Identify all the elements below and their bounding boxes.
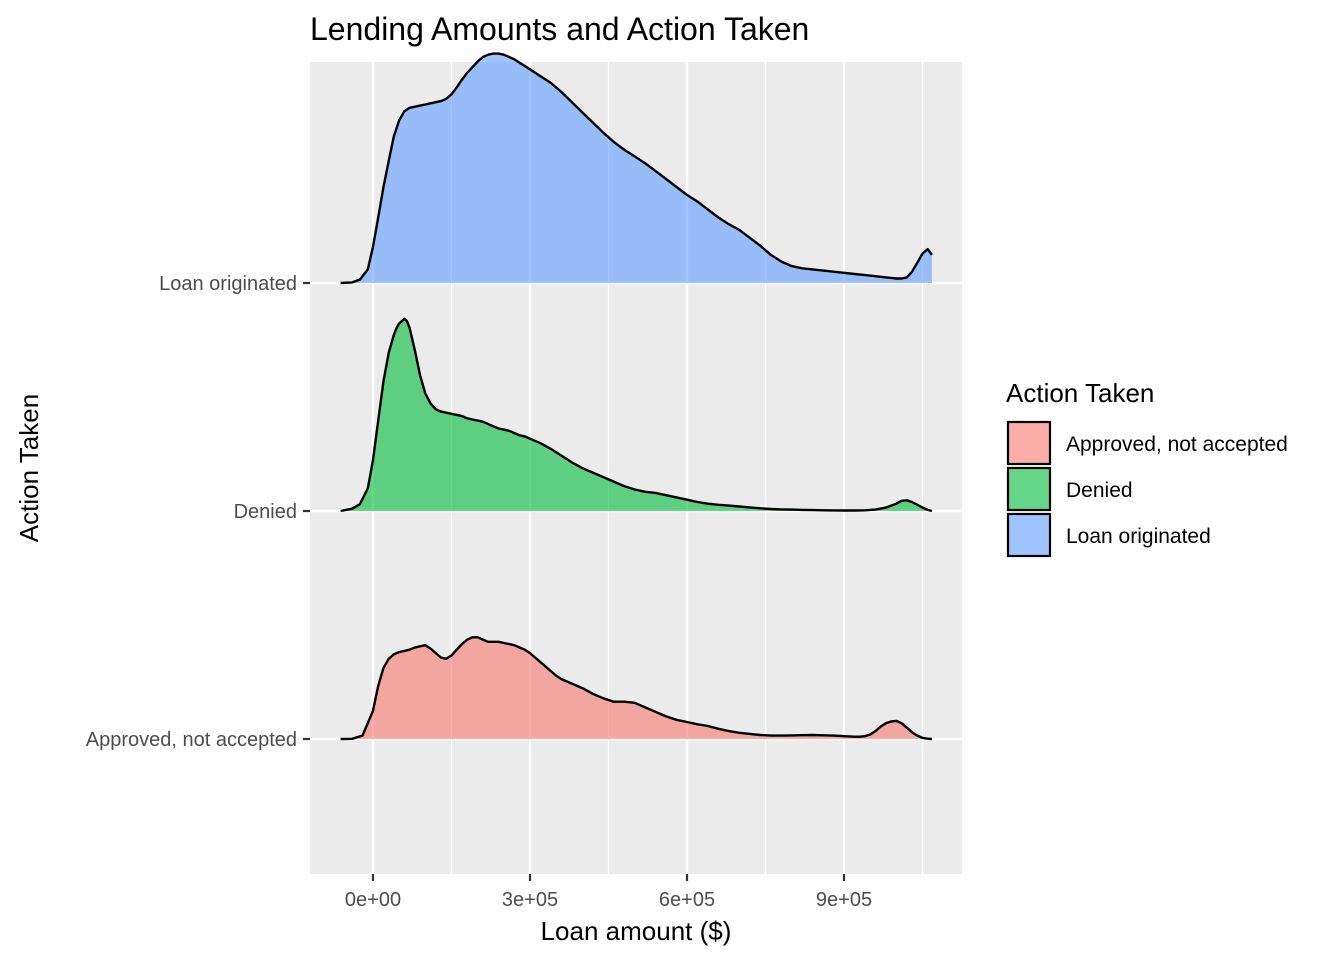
ridge-area-denied bbox=[340, 318, 932, 511]
legend-title: Action Taken bbox=[1006, 378, 1154, 408]
ridge-line-approved-not-accepted bbox=[340, 636, 932, 741]
x-tick-label: 9e+05 bbox=[816, 889, 872, 911]
y-tick-label: Denied bbox=[234, 501, 297, 523]
ridge-area-approved-not-accepted bbox=[340, 637, 932, 739]
chart-title: Lending Amounts and Action Taken bbox=[310, 11, 809, 47]
y-axis-title: Action Taken bbox=[14, 394, 44, 542]
ridge-line-denied bbox=[340, 317, 933, 513]
x-tick-label: 6e+05 bbox=[659, 889, 715, 911]
x-tick-label: 3e+05 bbox=[502, 889, 558, 911]
y-tick-label: Approved, not accepted bbox=[86, 729, 297, 751]
legend-key bbox=[1006, 466, 1052, 512]
ridges bbox=[340, 52, 933, 741]
legend-key bbox=[1006, 512, 1052, 558]
y-axis: Approved, not accepted Denied Loan origina… bbox=[86, 273, 310, 751]
ridge-area-loan-originated bbox=[340, 53, 932, 283]
legend-label: Denied bbox=[1066, 479, 1133, 502]
legend-key bbox=[1006, 420, 1052, 466]
x-tick-label: 0e+00 bbox=[345, 889, 401, 911]
x-axis-title: Loan amount ($) bbox=[541, 916, 732, 946]
legend: Action Taken Approved, not accepted Denie… bbox=[1006, 378, 1288, 558]
x-axis: 0e+00 3e+05 6e+05 9e+05 bbox=[345, 874, 872, 911]
ridge-line-loan-originated bbox=[340, 52, 933, 285]
legend-label: Loan originated bbox=[1066, 525, 1211, 548]
legend-label: Approved, not accepted bbox=[1066, 433, 1288, 456]
y-tick-label: Loan originated bbox=[159, 273, 297, 295]
